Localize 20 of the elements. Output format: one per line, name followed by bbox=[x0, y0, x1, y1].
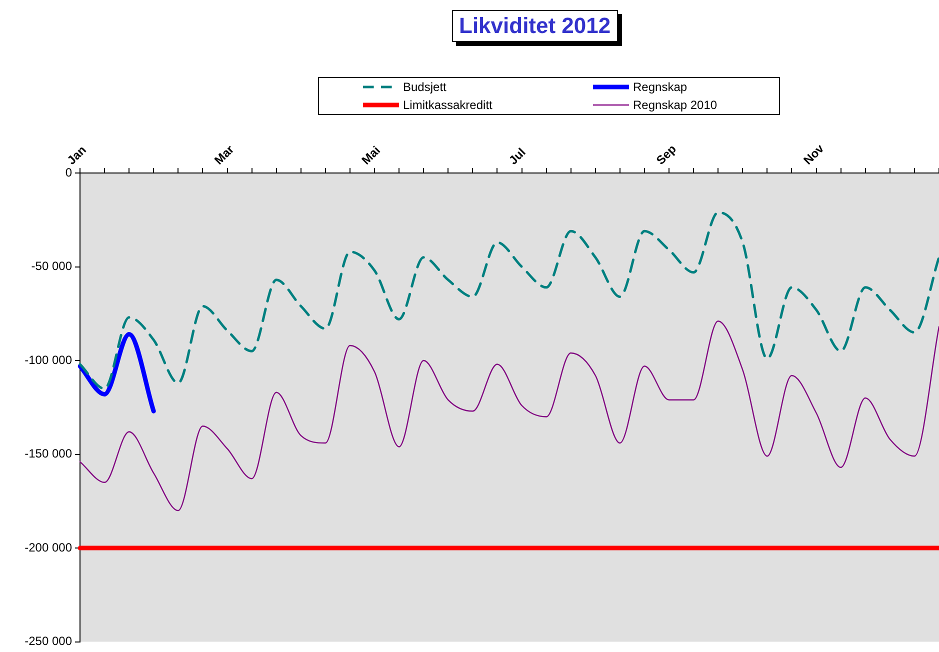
x-tick-label: Mar bbox=[212, 142, 237, 168]
y-tick-label: -250 000 bbox=[24, 634, 72, 648]
line-series bbox=[78, 211, 939, 390]
line-series bbox=[79, 320, 939, 512]
x-tick-label: Mai bbox=[358, 143, 383, 168]
legend-label: Regnskap bbox=[633, 80, 688, 94]
y-tick-label: -150 000 bbox=[24, 446, 72, 461]
legend-label: Limitkassakreditt bbox=[403, 98, 492, 112]
x-tick-label: Jul bbox=[506, 145, 528, 168]
chart-title: Likviditet 2012 bbox=[452, 10, 618, 42]
legend-label: Budsjett bbox=[403, 80, 446, 94]
legend-label: Regnskap 2010 bbox=[633, 98, 718, 112]
x-tick-label: Nov bbox=[800, 141, 827, 168]
line-series bbox=[78, 332, 156, 414]
x-tick-label: Sep bbox=[653, 142, 679, 168]
y-tick-label: -200 000 bbox=[24, 540, 72, 554]
y-tick-label: 0 bbox=[65, 165, 72, 180]
y-tick-label: -100 000 bbox=[24, 352, 72, 367]
x-tick-label: Jan bbox=[64, 142, 89, 168]
y-tick-label: -50 000 bbox=[31, 259, 72, 274]
